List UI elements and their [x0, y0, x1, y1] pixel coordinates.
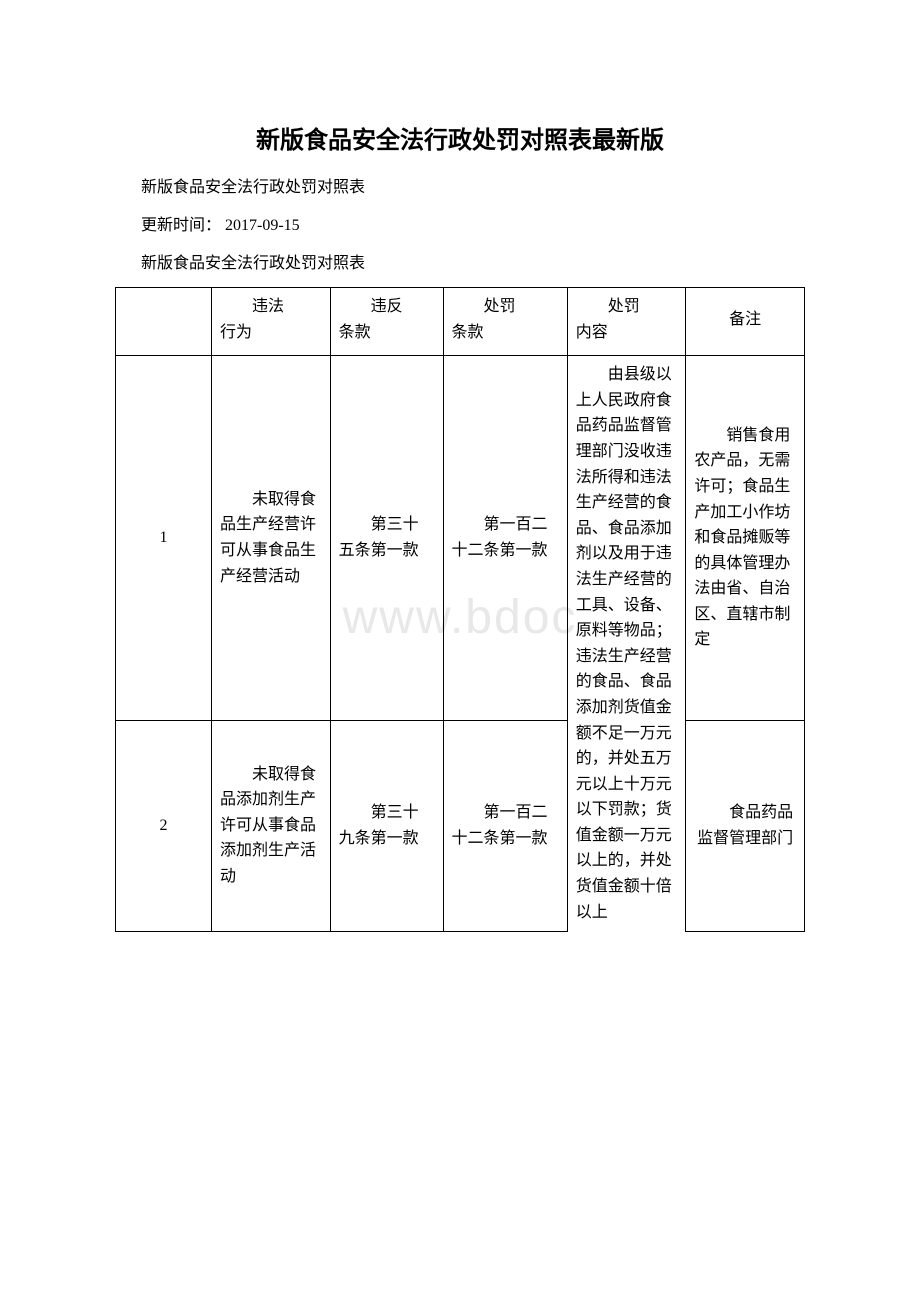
- cell-note-2: 食品药品监督管理部门: [686, 720, 805, 931]
- content-part1: 由县级以上人民政府食品药品监督管理部门没收违法所得和违法生产经营的食品、食品添加…: [576, 366, 672, 588]
- header-clause1: 违反 条款: [330, 288, 443, 356]
- header-num: [116, 288, 212, 356]
- cell-act-1: 未取得食品生产经营许可从事食品生产经营活动: [212, 356, 331, 720]
- header-clause1-line2: 条款: [339, 324, 371, 341]
- table-row: 1 未取得食品生产经营许可从事食品生产经营活动 第三十五条第一款 第一百二十二条…: [116, 356, 805, 720]
- content-part2: 营的工具、设备、原料等物品；违法生产经营的食品、食品添加剂货值金额不足一万元的，…: [576, 571, 672, 921]
- header-note: 备注: [686, 288, 805, 356]
- header-clause1-line1: 违反: [339, 298, 403, 315]
- table-header-row: 违法 行为 违反 条款 处罚 条款 处罚 内容 备注: [116, 288, 805, 356]
- subtitle-line-1: 新版食品安全法行政处罚对照表: [115, 173, 805, 197]
- header-content: 处罚 内容: [567, 288, 686, 356]
- header-clause2-line1: 处罚: [452, 298, 516, 315]
- header-act-line2: 行为: [220, 324, 252, 341]
- cell-act-2: 未取得食品添加剂生产许可从事食品添加剂生产活动: [212, 720, 331, 931]
- header-clause2: 处罚 条款: [443, 288, 567, 356]
- cell-clause2-2: 第一百二十二条第一款: [443, 720, 567, 931]
- cell-clause2-1: 第一百二十二条第一款: [443, 356, 567, 720]
- subtitle-line-2: 更新时间： 2017-09-15: [115, 211, 805, 235]
- cell-note-1: 销售食用农产品，无需许可；食品生产加工小作坊和食品摊贩等的具体管理办法由省、自治…: [686, 356, 805, 720]
- table-row: 2 未取得食品添加剂生产许可从事食品添加剂生产活动 第三十九条第一款 第一百二十…: [116, 720, 805, 931]
- cell-num-2: 2: [116, 720, 212, 931]
- cell-clause1-2: 第三十九条第一款: [330, 720, 443, 931]
- header-act-line1: 违法: [220, 298, 284, 315]
- header-clause2-line2: 条款: [452, 324, 484, 341]
- header-act: 违法 行为: [212, 288, 331, 356]
- header-content-line2: 内容: [576, 324, 608, 341]
- page-title: 新版食品安全法行政处罚对照表最新版: [115, 120, 805, 155]
- document-content: 新版食品安全法行政处罚对照表最新版 新版食品安全法行政处罚对照表 更新时间： 2…: [115, 120, 805, 932]
- cell-clause1-1: 第三十五条第一款: [330, 356, 443, 720]
- cell-content-merged: 由县级以上人民政府食品药品监督管理部门没收违法所得和违法生产经营的食品、食品添加…: [567, 356, 686, 932]
- header-content-line1: 处罚: [576, 298, 640, 315]
- comparison-table: 违法 行为 违反 条款 处罚 条款 处罚 内容 备注: [115, 287, 805, 932]
- subtitle-line-3: 新版食品安全法行政处罚对照表: [115, 249, 805, 273]
- cell-num-1: 1: [116, 356, 212, 720]
